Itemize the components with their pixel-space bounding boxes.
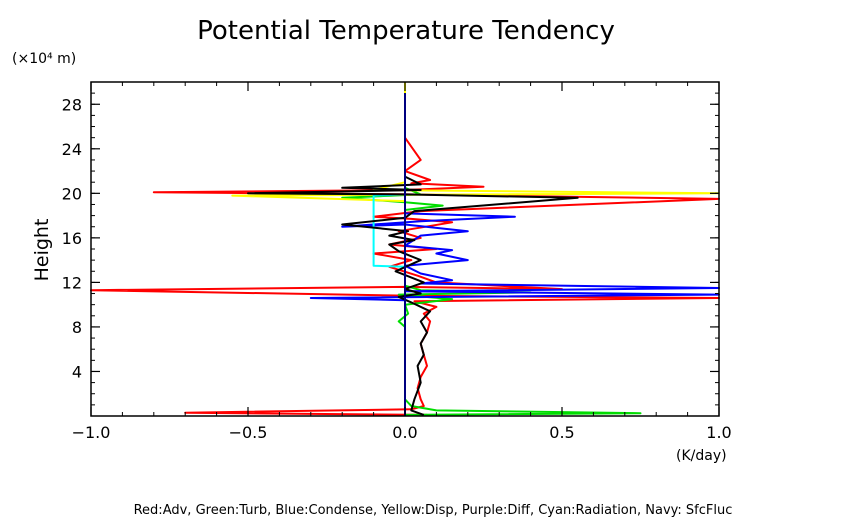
y-tick-label: 12 bbox=[62, 273, 82, 292]
x-tick-label: 0.0 bbox=[392, 423, 417, 442]
x-tick-label: 1.0 bbox=[706, 423, 731, 442]
x-tick-label: 0.5 bbox=[549, 423, 574, 442]
series-layer bbox=[90, 82, 720, 416]
y-tick-label: 20 bbox=[62, 184, 82, 203]
series-line-turb bbox=[341, 93, 642, 416]
series-line-total bbox=[247, 93, 579, 416]
x-unit-label: (K/day) bbox=[676, 448, 727, 464]
legend-caption: Red:Adv, Green:Turb, Blue:Condense, Yell… bbox=[134, 503, 733, 518]
x-tick-label: −0.5 bbox=[229, 423, 268, 442]
y-axis-title: Height bbox=[31, 219, 53, 282]
series-line-disp bbox=[231, 82, 720, 416]
y-tick-label: 28 bbox=[62, 95, 82, 114]
y-unit-label: (×10⁴ m) bbox=[12, 51, 76, 67]
axes-layer: −1.0 −0.5 0.0 0.5 1.0 4 8 12 16 20 24 28 bbox=[62, 81, 732, 442]
series-line-condense bbox=[309, 93, 720, 416]
y-tick-label: 8 bbox=[72, 318, 82, 337]
x-tick-label: −1.0 bbox=[72, 423, 111, 442]
y-tick-label: 16 bbox=[62, 229, 82, 248]
y-tick-label: 4 bbox=[72, 362, 82, 381]
y-tick-label: 24 bbox=[62, 140, 82, 159]
chart-title: Potential Temperature Tendency bbox=[197, 16, 615, 46]
